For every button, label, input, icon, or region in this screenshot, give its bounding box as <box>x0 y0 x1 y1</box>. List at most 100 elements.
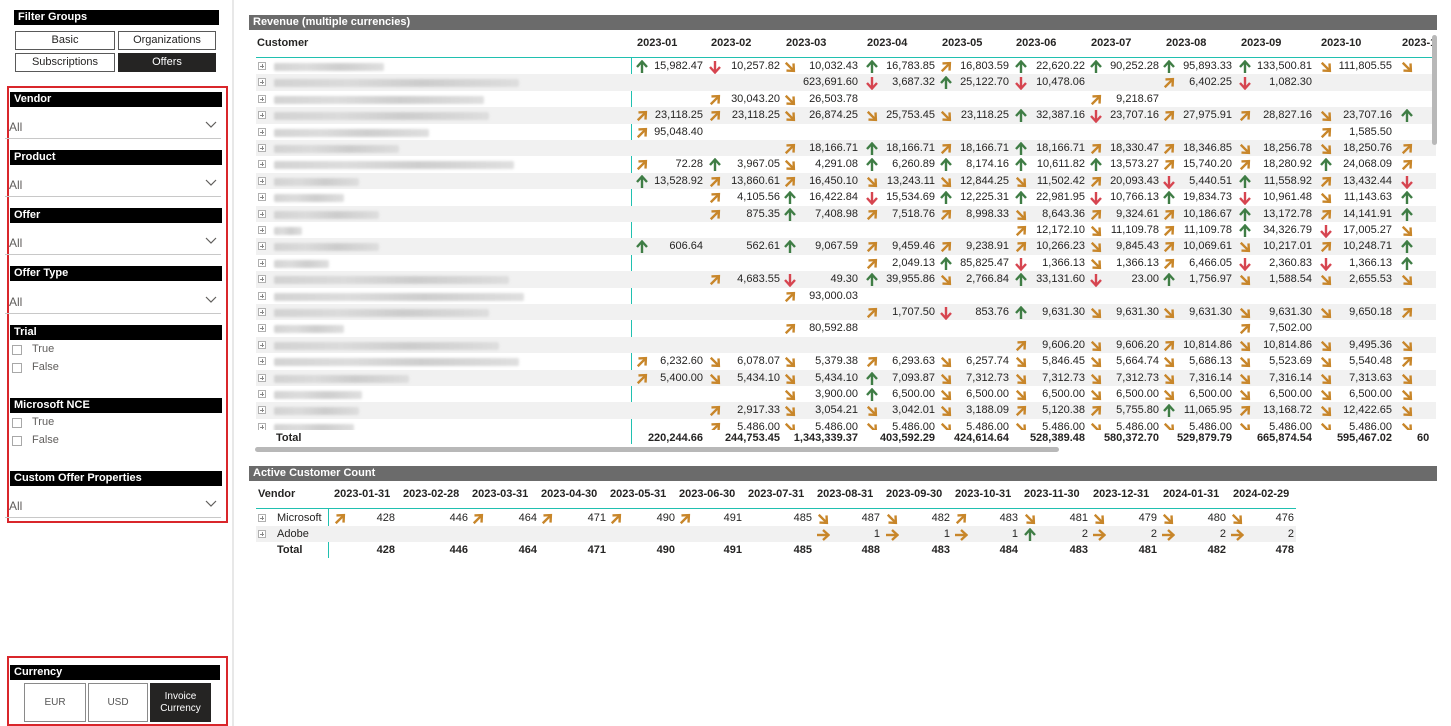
table-row[interactable]: 72.28 3,967.05 4,291.08 6,260.89 8,174.16 10,… <box>256 156 1436 172</box>
month-header[interactable]: 2023-07 <box>1091 37 1132 49</box>
date-header[interactable]: 2023-05-31 <box>610 488 667 500</box>
down-arrow-icon <box>1015 77 1027 91</box>
table-row[interactable]: 875.35 7,408.98 7,518.76 8,998.33 8,643.36 9,… <box>256 205 1436 222</box>
offer-dropdown[interactable]: All <box>5 229 221 255</box>
custom-offer-properties-dropdown[interactable]: All <box>5 492 221 518</box>
vendor-row[interactable]: Microsoft 428 446 464 471 490 491 485 487 482 483 4… <box>256 510 1296 526</box>
table-row[interactable]: 23,118.25 23,118.25 26,874.25 25,753.45 23,1… <box>256 107 1436 124</box>
horizontal-scrollbar[interactable] <box>255 447 1059 452</box>
month-header[interactable]: 2023-10 <box>1321 37 1362 49</box>
expand-icon[interactable] <box>258 530 266 538</box>
expand-icon[interactable] <box>258 390 266 398</box>
month-header[interactable]: 2023-04 <box>867 37 908 49</box>
table-row[interactable]: 2,049.13 85,825.47 1,366.13 1,366.13 6,466.0… <box>256 255 1436 271</box>
downright-arrow-icon <box>1401 275 1413 286</box>
table-row[interactable]: 9,606.20 9,606.20 10,814.86 10,814.86 9,495.… <box>256 336 1436 354</box>
month-header[interactable]: 2023-08 <box>1166 37 1207 49</box>
expand-icon[interactable] <box>258 209 266 218</box>
expand-icon[interactable] <box>258 357 266 366</box>
active-total-value: 471 <box>587 544 606 556</box>
revenue-table-title: Revenue (multiple currencies) <box>249 15 1437 30</box>
expand-icon[interactable] <box>258 324 266 333</box>
table-row[interactable]: 6,232.60 6,078.07 5,379.38 6,293.63 6,257.74… <box>256 353 1436 369</box>
table-row[interactable]: 80,592.88 7,502.00 <box>256 320 1436 336</box>
table-row[interactable]: 15,982.47 10,257.82 10,032.43 16,783.85 16,8… <box>256 58 1436 74</box>
date-header[interactable]: 2023-02-28 <box>403 488 460 500</box>
date-header[interactable]: 2023-09-30 <box>886 488 943 500</box>
product-dropdown[interactable]: All <box>5 171 221 197</box>
date-header[interactable]: 2023-04-30 <box>541 488 598 500</box>
offer-type-dropdown[interactable]: All <box>5 288 221 314</box>
expand-icon[interactable] <box>258 514 266 522</box>
expand-icon[interactable] <box>258 226 266 234</box>
revenue-cell: 18,250.76 <box>1319 141 1392 156</box>
expand-icon[interactable] <box>258 291 266 300</box>
date-header[interactable]: 2023-11-30 <box>1024 488 1080 500</box>
table-row[interactable]: 5,486.00 5,486.00 5,486.00 5,486.00 5,486.00… <box>256 419 1436 430</box>
up-arrow-icon <box>1015 273 1027 287</box>
expand-icon[interactable] <box>258 62 266 70</box>
table-row[interactable]: 2,917.33 3,054.21 3,042.01 3,188.09 5,120.38… <box>256 402 1436 419</box>
expand-icon[interactable] <box>258 94 266 103</box>
date-header[interactable]: 2023-06-30 <box>679 488 736 500</box>
table-row[interactable]: 93,000.03 <box>256 288 1436 304</box>
month-header[interactable]: 2023-03 <box>786 37 827 49</box>
expand-icon[interactable] <box>258 373 266 382</box>
table-row[interactable]: 623,691.60 3,687.32 25,122.70 10,478.06 6,40… <box>256 74 1436 91</box>
expand-icon[interactable] <box>258 242 266 251</box>
month-header[interactable]: 2023-02 <box>711 37 752 49</box>
expand-icon[interactable] <box>258 422 266 430</box>
vertical-scrollbar[interactable] <box>1432 35 1437 145</box>
date-header[interactable]: 2023-07-31 <box>748 488 805 500</box>
month-header[interactable]: 2023-06 <box>1016 37 1057 49</box>
month-header[interactable]: 2023-1 <box>1402 37 1437 49</box>
month-header[interactable]: 2023-01 <box>637 37 678 49</box>
expand-icon[interactable] <box>258 144 266 152</box>
expand-icon[interactable] <box>258 193 266 202</box>
expand-icon[interactable] <box>258 308 266 316</box>
count-value: 2 <box>1219 528 1226 540</box>
date-header[interactable]: 2023-12-31 <box>1093 488 1150 500</box>
currency-eur-button[interactable]: EUR <box>24 683 86 722</box>
table-row[interactable]: 18,166.71 18,166.71 18,166.71 18,166.71 18,3… <box>256 140 1436 157</box>
currency-invoice-button[interactable]: Invoice Currency <box>150 683 211 722</box>
table-row[interactable]: 13,528.92 13,860.61 16,450.10 13,243.11 12,8… <box>256 172 1436 190</box>
table-row[interactable]: 606.64 562.61 9,067.59 9,459.46 9,238.91 10,2… <box>256 238 1436 255</box>
tab-subscriptions[interactable]: Subscriptions <box>15 53 115 72</box>
date-header[interactable]: 2024-02-29 <box>1233 488 1290 500</box>
table-row[interactable]: 3,900.00 6,500.00 6,500.00 6,500.00 6,500.00… <box>256 386 1436 402</box>
expand-icon[interactable] <box>258 78 266 87</box>
expand-icon[interactable] <box>258 406 266 415</box>
expand-icon[interactable] <box>258 127 266 136</box>
up-arrow-icon <box>1015 158 1027 172</box>
expand-icon[interactable] <box>258 258 266 267</box>
vendor-row[interactable]: Adobe 1 1 1 2 2 2 2 <box>256 526 1296 542</box>
table-row[interactable]: 5,400.00 5,434.10 5,434.10 7,093.87 7,312.73… <box>256 369 1436 386</box>
vendor-dropdown[interactable]: All <box>5 113 221 139</box>
date-header[interactable]: 2023-03-31 <box>472 488 529 500</box>
vendor-column-header[interactable]: Vendor <box>258 488 296 500</box>
expand-icon[interactable] <box>258 111 266 120</box>
date-header[interactable]: 2023-01-31 <box>334 488 391 500</box>
tab-offers[interactable]: Offers <box>118 53 216 72</box>
date-header[interactable]: 2024-01-31 <box>1163 488 1220 500</box>
month-header[interactable]: 2023-05 <box>942 37 983 49</box>
customer-column-header[interactable]: Customer <box>257 37 309 49</box>
revenue-cell: 27,975.91 <box>1162 108 1232 123</box>
expand-icon[interactable] <box>258 275 266 284</box>
table-row[interactable]: 1,707.50 853.76 9,631.30 9,631.30 9,631.30 9,… <box>256 304 1436 321</box>
table-row[interactable]: 4,683.55 49.30 39,955.86 2,766.84 33,131.60 2… <box>256 271 1436 288</box>
expand-icon[interactable] <box>258 340 266 349</box>
expand-icon[interactable] <box>258 176 266 185</box>
date-header[interactable]: 2023-08-31 <box>817 488 874 500</box>
table-row[interactable]: 95,048.40 1,585.50 <box>256 124 1436 140</box>
tab-basic[interactable]: Basic <box>15 31 115 50</box>
tab-organizations[interactable]: Organizations <box>118 31 216 50</box>
table-row[interactable]: 30,043.20 26,503.78 9,218.67 <box>256 91 1436 107</box>
date-header[interactable]: 2023-10-31 <box>955 488 1012 500</box>
currency-usd-button[interactable]: USD <box>88 683 148 722</box>
month-header[interactable]: 2023-09 <box>1241 37 1282 49</box>
expand-icon[interactable] <box>258 160 266 169</box>
table-row[interactable]: 4,105.56 16,422.84 15,534.69 12,225.31 22,98… <box>256 189 1436 206</box>
table-row[interactable]: 12,172.10 11,109.78 11,109.78 34,326.79 17,0… <box>256 222 1436 238</box>
